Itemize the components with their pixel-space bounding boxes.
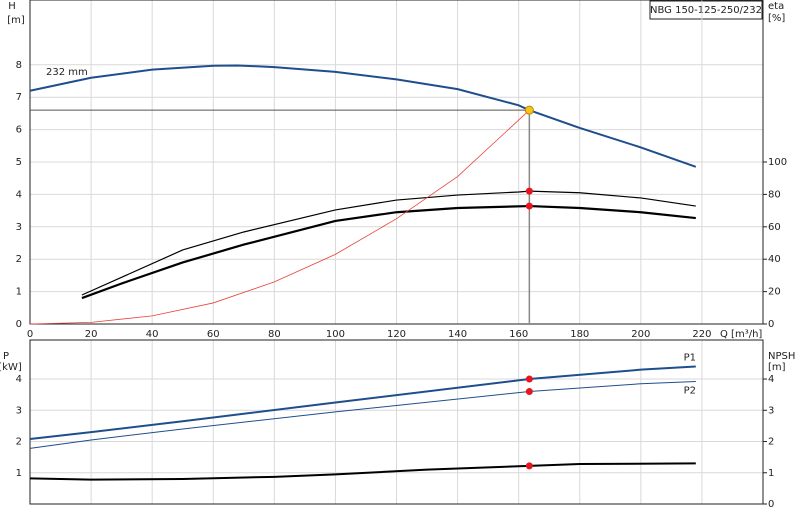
x-tick-label: 160	[509, 329, 528, 340]
curve	[29, 381, 696, 449]
y-axis-label: P	[3, 351, 9, 362]
x-tick-label: 120	[387, 329, 406, 340]
y-tick-label: 5	[16, 157, 22, 168]
y-tick-label: 3	[16, 405, 22, 416]
x-tick-label: 40	[146, 329, 159, 340]
duty-point	[525, 388, 533, 396]
x-tick-label: 80	[268, 329, 281, 340]
y2-tick-label: 60	[768, 222, 781, 233]
y2-axis-unit: [m]	[768, 362, 786, 373]
y2-tick-label: 0	[768, 319, 774, 330]
y-axis-unit: [m]	[7, 15, 25, 26]
y-axis-unit: [kW]	[0, 362, 22, 373]
y-tick-label: 4	[16, 189, 22, 200]
y-tick-label: 4	[16, 374, 22, 385]
y2-tick-label: 0	[768, 499, 774, 510]
x-axis-label: Q [m³/h]	[720, 329, 762, 340]
y-tick-label: 2	[16, 437, 22, 448]
x-tick-label: 220	[692, 329, 711, 340]
y2-axis-label: NPSH	[768, 351, 795, 362]
x-tick-label: 60	[207, 329, 220, 340]
curve	[29, 365, 696, 441]
x-tick-label: 0	[27, 329, 33, 340]
x-tick-label: 180	[570, 329, 589, 340]
title-box	[649, 0, 763, 20]
y-tick-label: 7	[16, 92, 22, 103]
curve	[81, 190, 696, 296]
x-tick-label: 100	[326, 329, 345, 340]
curve	[81, 204, 696, 300]
duty-point	[525, 375, 533, 383]
x-tick-label: 200	[631, 329, 650, 340]
y2-tick-label: 3	[768, 405, 774, 416]
duty-point	[525, 462, 533, 470]
y2-tick-label: 100	[768, 157, 787, 168]
x-tick-label: 20	[85, 329, 98, 340]
annotation: 232 mm	[46, 67, 88, 78]
y2-tick-label: 2	[768, 437, 774, 448]
duty-point	[525, 187, 533, 195]
plot-frame	[29, 0, 764, 325]
y2-tick-label: 40	[768, 254, 781, 265]
curve	[29, 462, 696, 481]
chart-title: NBG 150-125-250/232	[650, 5, 762, 16]
y-tick-label: 8	[16, 60, 22, 71]
y-axis-label: H	[8, 1, 16, 12]
y-tick-label: 3	[16, 222, 22, 233]
curve	[29, 109, 530, 325]
y-tick-label: 1	[16, 468, 22, 479]
series-label: P2	[684, 386, 696, 397]
y2-tick-label: 20	[768, 287, 781, 298]
x-tick-label: 140	[448, 329, 467, 340]
curve	[29, 64, 697, 168]
y-tick-label: 1	[16, 287, 22, 298]
duty-point	[525, 202, 533, 210]
y2-tick-label: 80	[768, 189, 781, 200]
y-tick-label: 6	[16, 125, 22, 136]
operating-point	[524, 105, 534, 115]
y2-axis-unit: [%]	[768, 13, 785, 24]
y2-tick-label: 1	[768, 468, 774, 479]
series-label: P1	[684, 353, 696, 364]
y2-axis-label: eta	[768, 1, 784, 12]
plot-frame	[29, 339, 764, 505]
y2-tick-label: 4	[768, 374, 774, 385]
y-tick-label: 0	[16, 319, 22, 330]
y-tick-label: 2	[16, 254, 22, 265]
